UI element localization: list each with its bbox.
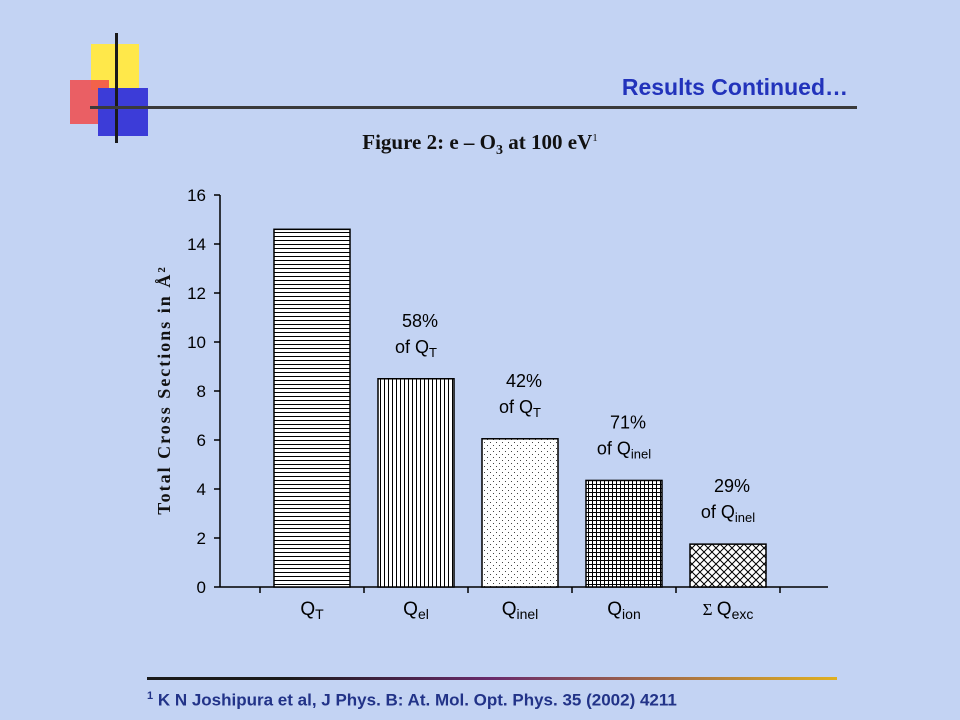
y-tick-label: 10 bbox=[187, 333, 206, 352]
x-tick-label: Qel bbox=[403, 599, 429, 622]
footnote: 1 K N Joshipura et al, J Phys. B: At. Mo… bbox=[147, 690, 677, 711]
figure-title-tail: at 100 eV bbox=[503, 130, 593, 154]
y-tick-label: 4 bbox=[197, 480, 206, 499]
bar-exc bbox=[689, 543, 767, 588]
y-tick-label: 0 bbox=[197, 578, 206, 597]
y-tick-label: 16 bbox=[187, 186, 206, 205]
bar-inel bbox=[481, 438, 559, 588]
bar-el bbox=[377, 378, 455, 588]
bar-annotation-pct: 42% bbox=[506, 371, 542, 391]
figure-title-sub: 3 bbox=[496, 143, 504, 159]
deco-vertical-line bbox=[115, 33, 118, 143]
title-underline bbox=[90, 106, 857, 109]
slide-title: Results Continued… bbox=[621, 74, 848, 100]
x-tick-label: Qinel bbox=[502, 599, 539, 622]
bar-annotation-of: of Qinel bbox=[597, 438, 651, 461]
chart-bars bbox=[273, 228, 767, 588]
figure-title: Figure 2: e – O3 at 100 eV1 bbox=[0, 130, 960, 159]
y-tick-label: 8 bbox=[197, 382, 206, 401]
bar-ion bbox=[585, 479, 663, 588]
x-tick-label: Qion bbox=[607, 599, 640, 622]
x-tick-label: QT bbox=[300, 599, 324, 622]
figure-title-ref: 1 bbox=[592, 132, 598, 144]
bar-T bbox=[273, 228, 351, 588]
y-axis-label: Total Cross Sections in Å² bbox=[154, 265, 174, 514]
y-tick-label: 2 bbox=[197, 529, 206, 548]
chart-labels: QT Qel 58% of QT Qinel 42% of QT Qion 71% of Qine… bbox=[300, 311, 755, 622]
bar-annotation-of: of QT bbox=[499, 397, 541, 420]
bar-annotation-pct: 71% bbox=[610, 412, 646, 432]
figure-title-main: Figure 2: e – O bbox=[362, 130, 497, 154]
footnote-text: K N Joshipura et al, J Phys. B: At. Mol.… bbox=[153, 690, 677, 710]
footnote-ref: 1 bbox=[147, 690, 154, 702]
bar-annotation-pct: 29% bbox=[714, 476, 750, 496]
bar-annotation-of: of QT bbox=[395, 337, 437, 360]
footer-divider bbox=[147, 677, 837, 680]
y-tick-label: 14 bbox=[187, 235, 206, 254]
y-tick-label: 6 bbox=[197, 431, 206, 450]
bar-annotation-pct: 58% bbox=[402, 311, 438, 331]
x-tick-label: Σ Qexc bbox=[703, 599, 754, 622]
bar-annotation-of: of Qinel bbox=[701, 502, 755, 525]
y-tick-label: 12 bbox=[187, 284, 206, 303]
deco-blue-square bbox=[98, 88, 148, 136]
